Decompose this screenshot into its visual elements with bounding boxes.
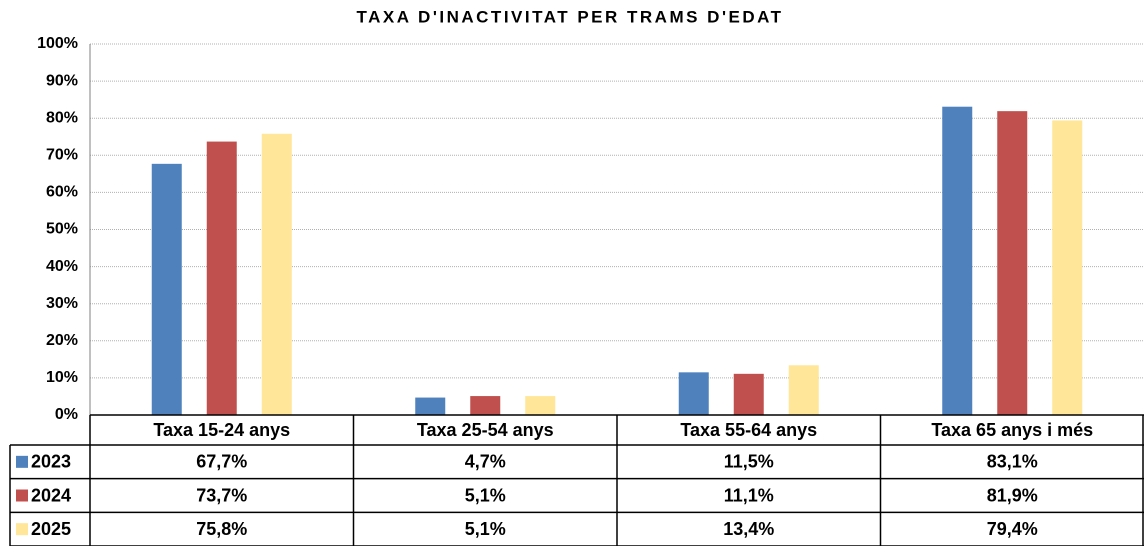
table-value: 73,7% xyxy=(196,485,247,505)
legend-swatch xyxy=(16,489,28,502)
y-tick-label: 60% xyxy=(46,184,78,201)
table-value: 79,4% xyxy=(987,519,1038,539)
bar xyxy=(470,396,501,415)
y-tick-label: 0% xyxy=(55,406,78,423)
bar xyxy=(261,133,292,416)
legend-swatch xyxy=(16,455,28,468)
y-tick-label: 80% xyxy=(46,109,78,126)
table-value: 83,1% xyxy=(987,452,1038,472)
table-header: Taxa 25-54 anys xyxy=(417,420,554,440)
y-tick-label: 40% xyxy=(46,258,78,275)
y-tick-label: 50% xyxy=(46,221,78,238)
table-value: 11,1% xyxy=(724,485,774,505)
table-value: 13,4% xyxy=(723,519,774,539)
table-value: 5,1% xyxy=(465,519,506,539)
bar xyxy=(415,397,446,415)
table-value: 67,7% xyxy=(196,452,247,472)
bar xyxy=(997,111,1028,415)
table-value: 4,7% xyxy=(465,452,506,472)
table-header: Taxa 55-64 anys xyxy=(680,420,817,440)
bar xyxy=(942,106,973,415)
y-tick-label: 30% xyxy=(46,295,78,312)
y-tick-label: 100% xyxy=(37,35,78,52)
y-tick-label: 20% xyxy=(46,332,78,349)
table-value: 11,5% xyxy=(724,452,774,472)
legend-label: 2023 xyxy=(31,452,71,472)
y-tick-label: 90% xyxy=(46,72,78,89)
table-value: 81,9% xyxy=(987,485,1038,505)
table-value: 75,8% xyxy=(196,519,247,539)
bar xyxy=(1052,120,1083,416)
bar xyxy=(678,372,709,415)
table-header: Taxa 15-24 anys xyxy=(153,420,290,440)
y-tick-label: 70% xyxy=(46,147,78,164)
chart-title: TAXA D'INACTIVITAT PER TRAMS D'EDAT xyxy=(356,7,783,26)
bar xyxy=(206,141,237,415)
bar xyxy=(525,396,556,415)
legend-swatch xyxy=(16,523,28,536)
legend-label: 2024 xyxy=(31,485,71,505)
table-header: Taxa 65 anys i més xyxy=(931,420,1093,440)
y-tick-label: 10% xyxy=(46,369,78,386)
legend-label: 2025 xyxy=(31,519,71,539)
bar xyxy=(151,163,182,415)
bar xyxy=(733,373,764,415)
bar xyxy=(788,365,819,415)
table-value: 5,1% xyxy=(465,485,506,505)
